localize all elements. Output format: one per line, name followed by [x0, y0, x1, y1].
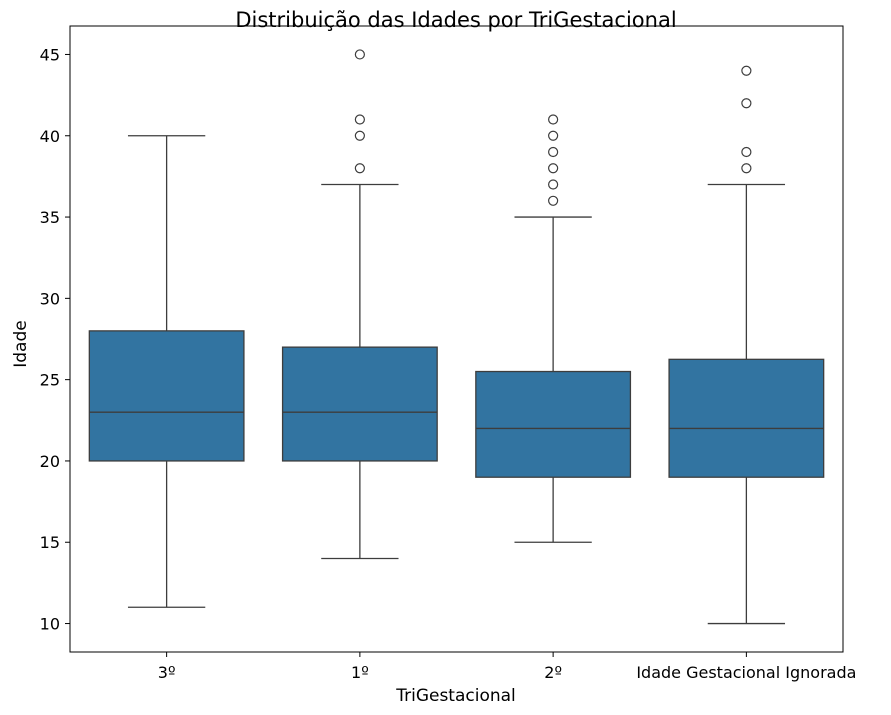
box-group [88, 135, 245, 608]
outlier-point [548, 179, 559, 190]
plot-frame [69, 25, 844, 653]
outlier-point [741, 98, 752, 109]
y-axis: 10 15 20 25 30 35 40 45 [40, 45, 70, 634]
outlier-point [354, 163, 365, 174]
box-group [475, 114, 632, 543]
x-axis-label: TriGestacional [395, 686, 516, 706]
y-tick-label: 45 [40, 45, 60, 64]
x-tick-label: Idade Gestacional Ignorada [636, 663, 856, 682]
outlier-point [548, 114, 559, 125]
outlier-point [548, 163, 559, 174]
iqr-box [475, 370, 632, 478]
y-tick-label: 15 [40, 533, 60, 552]
x-axis: 3º 1º 2º Idade Gestacional Ignorada [158, 652, 856, 682]
box-group [281, 49, 438, 560]
outlier-point [741, 163, 752, 174]
y-tick-label: 20 [40, 452, 60, 471]
outlier-point [548, 130, 559, 141]
outlier-point [741, 65, 752, 76]
outlier-point [354, 130, 365, 141]
iqr-box [88, 330, 245, 462]
outlier-point [548, 146, 559, 158]
x-tick-label: 3º [158, 663, 176, 682]
outlier-point [548, 195, 559, 206]
x-tick-label: 2º [544, 663, 562, 682]
box-group [668, 65, 825, 625]
iqr-box [281, 346, 438, 462]
outlier-point [354, 114, 365, 125]
y-tick-label: 35 [40, 208, 60, 227]
y-tick-label: 10 [40, 615, 60, 634]
y-tick-label: 30 [40, 289, 60, 308]
outlier-point [354, 49, 365, 60]
y-tick-label: 40 [40, 127, 60, 146]
chart-title: Distribuição das Idades por TriGestacion… [235, 8, 676, 32]
plot-area [88, 49, 825, 625]
iqr-box [668, 358, 825, 478]
x-tick-label: 1º [351, 663, 369, 682]
y-tick-label: 25 [40, 371, 60, 390]
outlier-point [741, 146, 752, 158]
y-axis-label: Idade [11, 320, 31, 367]
